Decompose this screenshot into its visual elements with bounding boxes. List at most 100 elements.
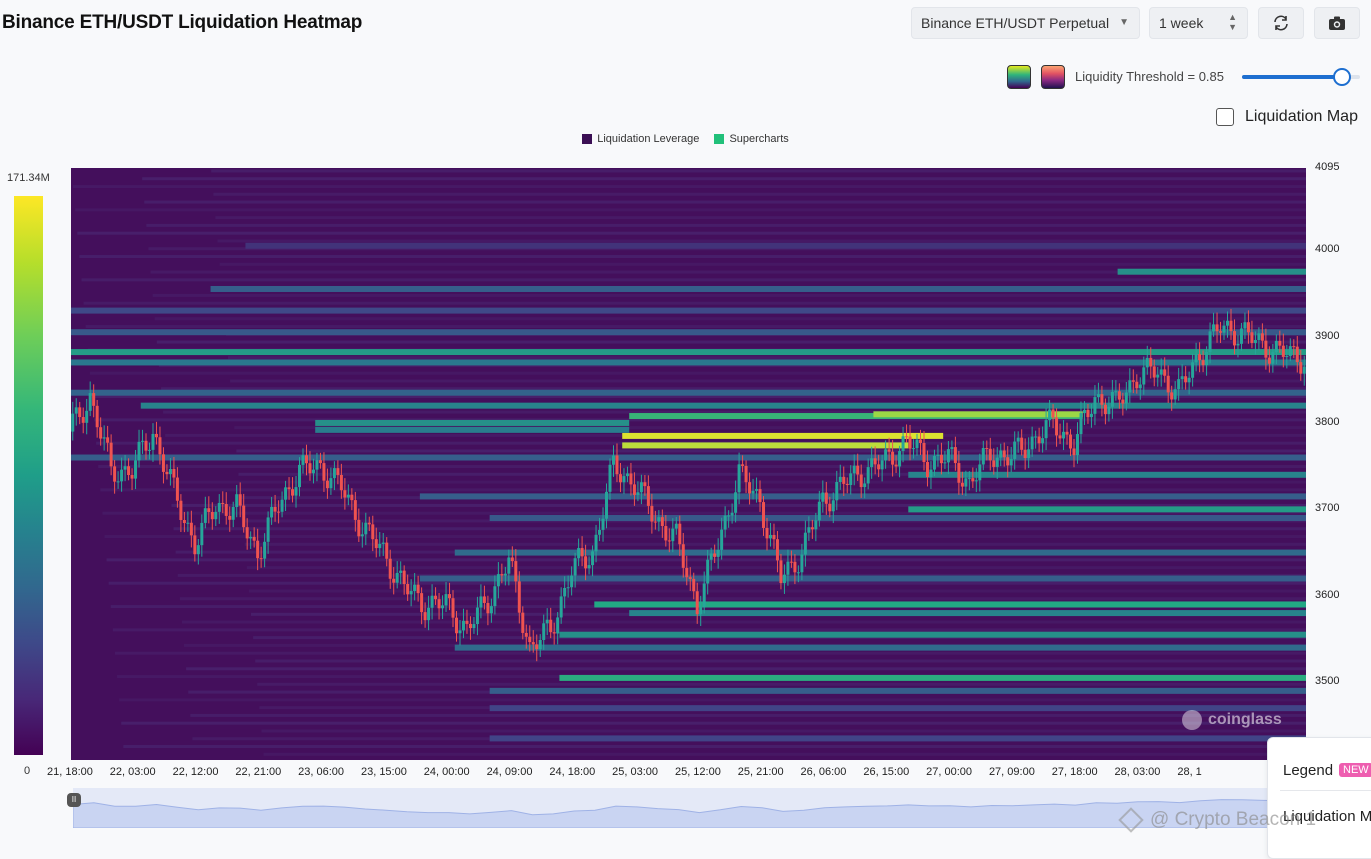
x-tick-label: 27, 00:00 bbox=[926, 766, 973, 778]
side-panel bbox=[1267, 737, 1371, 859]
candle-body bbox=[1159, 369, 1163, 375]
candle-body bbox=[175, 477, 179, 501]
candle-body bbox=[918, 439, 922, 443]
chart-legend: Liquidation Leverage Supercharts bbox=[0, 133, 1371, 147]
candle-body bbox=[995, 457, 999, 467]
candle-body bbox=[587, 565, 591, 569]
candle-body bbox=[137, 441, 141, 461]
candle-body bbox=[681, 544, 685, 568]
candle-body bbox=[702, 583, 706, 608]
exchange-select[interactable]: Binance ETH/USDT Perpetual ▼ bbox=[911, 7, 1140, 39]
credit-text: @ Crypto Beacon 1 bbox=[1150, 809, 1317, 830]
liquidation-map-toggle[interactable]: Liquidation Map bbox=[1216, 108, 1358, 126]
threshold-slider[interactable] bbox=[1242, 68, 1360, 86]
candle-body bbox=[479, 596, 483, 608]
candle-body bbox=[468, 623, 472, 629]
candle-body bbox=[859, 474, 863, 488]
legend-item-liquidation-leverage[interactable]: Liquidation Leverage bbox=[582, 133, 699, 145]
legend-label: Supercharts bbox=[729, 133, 789, 145]
candle-body bbox=[325, 480, 329, 489]
candle-body bbox=[147, 449, 151, 451]
candle-body bbox=[1208, 331, 1212, 352]
candle-body bbox=[925, 462, 929, 478]
candle-body bbox=[510, 557, 514, 562]
candle-body bbox=[615, 455, 619, 475]
candle-body bbox=[1034, 436, 1038, 438]
candle-body bbox=[598, 529, 602, 535]
heatmap-noise-band bbox=[83, 301, 1306, 305]
candle-body bbox=[953, 447, 957, 464]
candle-body bbox=[1278, 340, 1282, 346]
heatmap-noise-band bbox=[177, 573, 1306, 577]
candle-body bbox=[1149, 357, 1153, 367]
y-tick-label: 4095 bbox=[1315, 161, 1340, 173]
side-legend-button[interactable]: Legend bbox=[1283, 762, 1334, 779]
candle-body bbox=[664, 526, 668, 541]
candle-body bbox=[1006, 457, 1010, 466]
heatmap-noise-band bbox=[230, 379, 1307, 383]
candle-body bbox=[999, 450, 1003, 458]
viridis-palette-button[interactable] bbox=[1007, 65, 1031, 89]
candle-body bbox=[796, 572, 800, 574]
time-navigator[interactable] bbox=[73, 788, 1305, 828]
threshold-slider-fill bbox=[1242, 75, 1343, 79]
legend-swatch bbox=[714, 134, 725, 144]
x-tick-label: 22, 12:00 bbox=[172, 766, 219, 778]
candle-body bbox=[566, 587, 570, 589]
candle-body bbox=[1281, 345, 1285, 357]
candle-body bbox=[605, 491, 609, 519]
candle-body bbox=[688, 577, 692, 579]
legend-item-supercharts[interactable]: Supercharts bbox=[714, 133, 789, 145]
candle-body bbox=[988, 448, 992, 461]
candle-body bbox=[1198, 354, 1202, 361]
candle-body bbox=[591, 551, 595, 566]
heatmap-noise-band bbox=[227, 356, 1306, 360]
candle-body bbox=[1093, 397, 1097, 414]
heatmap-noise-band bbox=[112, 628, 1307, 632]
candle-body bbox=[538, 639, 542, 650]
candle-body bbox=[1062, 431, 1066, 439]
candle-body bbox=[528, 636, 532, 643]
candle-body bbox=[141, 440, 145, 442]
candle-body bbox=[259, 558, 263, 560]
refresh-button[interactable] bbox=[1258, 7, 1304, 39]
candle-body bbox=[877, 464, 881, 470]
candle-body bbox=[423, 612, 427, 621]
updown-icon: ▲ ▼ bbox=[1228, 12, 1237, 32]
candle-body bbox=[618, 474, 622, 483]
candle-body bbox=[932, 455, 936, 470]
candle-body bbox=[151, 433, 155, 450]
candle-body bbox=[514, 561, 518, 582]
liquidation-map-checkbox[interactable] bbox=[1216, 108, 1234, 126]
liquidity-band bbox=[489, 735, 1307, 742]
candle-body bbox=[1030, 436, 1034, 450]
heatmap-noise-band bbox=[73, 185, 1306, 189]
candle-body bbox=[1274, 340, 1278, 353]
heatmap-noise-band bbox=[215, 216, 1306, 220]
candle-body bbox=[217, 502, 221, 512]
candle-body bbox=[573, 558, 577, 576]
candle-body bbox=[381, 542, 385, 544]
liquidity-band bbox=[489, 515, 1307, 522]
screenshot-button[interactable] bbox=[1314, 7, 1360, 39]
candle-body bbox=[1145, 357, 1149, 368]
candle-body bbox=[1020, 437, 1024, 450]
candle-body bbox=[493, 586, 497, 607]
candle-body bbox=[266, 517, 270, 542]
navigator-handle[interactable]: II bbox=[67, 793, 81, 807]
candle-body bbox=[964, 478, 968, 487]
candle-body bbox=[692, 578, 696, 592]
time-range-select[interactable]: 1 week ▲ ▼ bbox=[1149, 7, 1248, 39]
candle-body bbox=[158, 437, 162, 455]
candle-body bbox=[584, 556, 588, 569]
threshold-slider-thumb[interactable] bbox=[1333, 68, 1352, 86]
colorbar bbox=[14, 196, 43, 755]
heatmap-noise-band bbox=[186, 667, 1307, 671]
candle-body bbox=[235, 494, 239, 507]
magma-palette-button[interactable] bbox=[1041, 65, 1065, 89]
candle-body bbox=[434, 595, 438, 600]
candle-body bbox=[1236, 343, 1240, 346]
candle-body bbox=[1194, 354, 1198, 363]
side-liquidation-button[interactable]: Liquidation M bbox=[1283, 808, 1371, 825]
